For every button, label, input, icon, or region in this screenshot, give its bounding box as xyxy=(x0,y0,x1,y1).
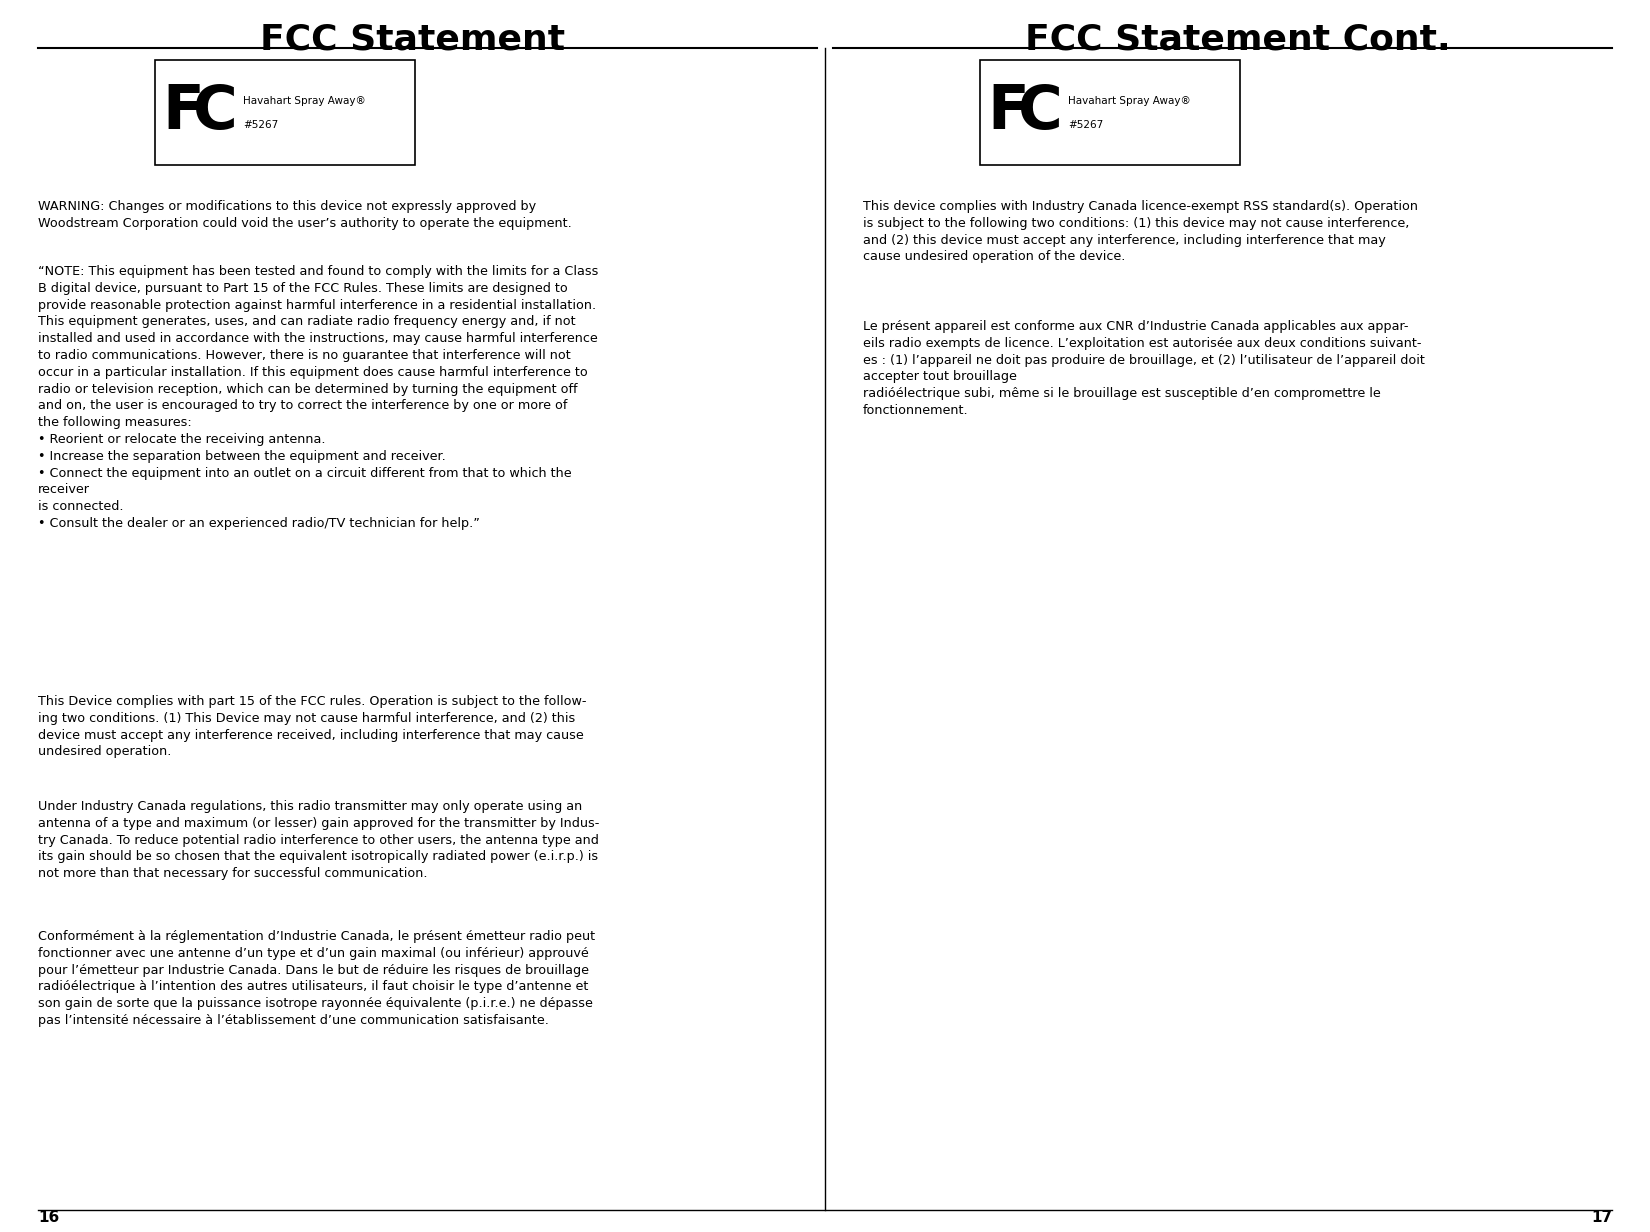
Text: C: C xyxy=(193,83,238,142)
Text: FCC Statement Cont.: FCC Statement Cont. xyxy=(1025,22,1450,55)
Text: 16: 16 xyxy=(38,1210,59,1225)
Text: FCC Statement: FCC Statement xyxy=(261,22,564,55)
Text: #5267: #5267 xyxy=(1068,120,1104,129)
Bar xyxy=(155,60,416,165)
Text: Havahart Spray Away®: Havahart Spray Away® xyxy=(243,96,366,106)
Text: #5267: #5267 xyxy=(243,120,279,129)
Text: Under Industry Canada regulations, this radio transmitter may only operate using: Under Industry Canada regulations, this … xyxy=(38,800,599,880)
Text: F: F xyxy=(162,83,205,142)
Text: Conformément à la réglementation d’Industrie Canada, le présent émetteur radio p: Conformément à la réglementation d’Indus… xyxy=(38,930,596,1027)
Bar xyxy=(980,60,1241,165)
Text: This Device complies with part 15 of the FCC rules. Operation is subject to the : This Device complies with part 15 of the… xyxy=(38,695,586,759)
Text: This device complies with Industry Canada licence-exempt RSS standard(s). Operat: This device complies with Industry Canad… xyxy=(863,200,1417,264)
Text: Havahart Spray Away®: Havahart Spray Away® xyxy=(1068,96,1191,106)
Text: C: C xyxy=(1018,83,1063,142)
Text: “NOTE: This equipment has been tested and found to comply with the limits for a : “NOTE: This equipment has been tested an… xyxy=(38,265,599,530)
Text: F: F xyxy=(987,83,1030,142)
Text: Le présent appareil est conforme aux CNR d’Industrie Canada applicables aux appa: Le présent appareil est conforme aux CNR… xyxy=(863,320,1426,416)
Text: WARNING: Changes or modifications to this device not expressly approved by
Woods: WARNING: Changes or modifications to thi… xyxy=(38,200,573,230)
Text: 17: 17 xyxy=(1591,1210,1612,1225)
